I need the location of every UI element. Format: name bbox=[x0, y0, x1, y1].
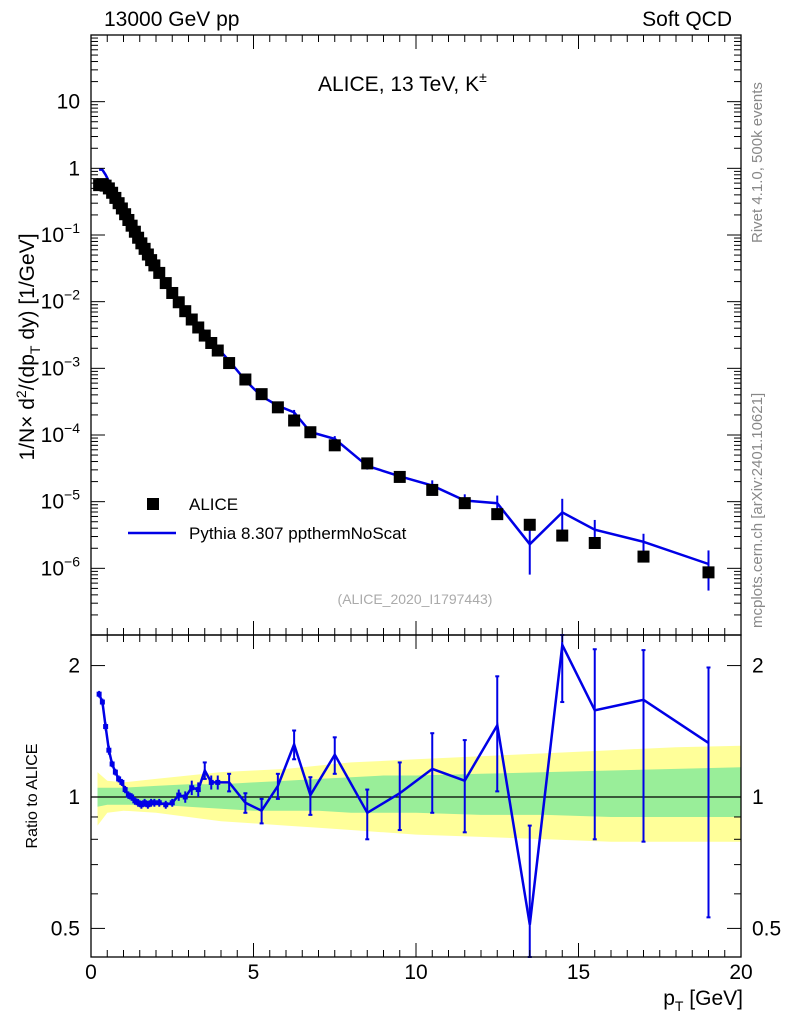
ratio-tick-labels: 0.5 0.51 12 20 5 10 15 20 bbox=[51, 655, 781, 984]
alice-point bbox=[637, 550, 650, 563]
ratio-point bbox=[96, 691, 102, 697]
ratio-plot-content bbox=[91, 634, 741, 958]
alice-point bbox=[393, 470, 406, 483]
alice-point bbox=[166, 286, 179, 299]
main-y-tick-label: 10−2 bbox=[41, 287, 81, 314]
main-title: ALICE, 13 TeV, K± bbox=[318, 69, 487, 96]
legend-label-pythia: Pythia 8.307 ppthermNoScat bbox=[189, 524, 407, 543]
ratio-x-ticks bbox=[90, 635, 742, 957]
main-y-tick-label: 10 bbox=[57, 91, 80, 114]
header-left: 13000 GeV pp bbox=[104, 8, 239, 31]
rivet-label: Rivet 4.1.0, 500k events bbox=[749, 82, 766, 243]
ratio-y-tick-label: 0.5 bbox=[51, 917, 80, 940]
alice-point bbox=[702, 566, 715, 579]
alice-point bbox=[361, 457, 374, 470]
ratio-y-tick-label-right: 2 bbox=[752, 655, 764, 678]
ratio-y-axis-label: Ratio to ALICE bbox=[24, 744, 41, 849]
x-tick-label: 5 bbox=[248, 961, 260, 984]
header-right: Soft QCD bbox=[642, 8, 732, 31]
alice-point bbox=[556, 529, 569, 542]
main-plot-content bbox=[93, 168, 715, 591]
ratio-panel: 0.5 0.51 12 20 5 10 15 20 Ratio to ALICE pT [Ge… bbox=[24, 634, 781, 1014]
x-tick-label: 15 bbox=[567, 961, 590, 984]
legend-marker-alice bbox=[147, 498, 159, 510]
main-y-tick-labels: 10−6 10−5 10−4 10−3 10−2 10−1 1 10 bbox=[41, 91, 81, 581]
ratio-y-tick-label: 1 bbox=[68, 786, 80, 809]
x-tick-label: 10 bbox=[404, 961, 427, 984]
alice-point bbox=[304, 426, 317, 439]
legend: ALICE Pythia 8.307 ppthermNoScat bbox=[128, 495, 407, 543]
x-tick-label: 0 bbox=[85, 961, 97, 984]
alice-point bbox=[588, 536, 601, 549]
main-title-superscript: ± bbox=[479, 69, 487, 85]
main-y-tick-label: 10−6 bbox=[41, 553, 81, 580]
alice-point bbox=[288, 414, 301, 427]
x-axis-label: pT [GeV] bbox=[663, 987, 743, 1014]
alice-point bbox=[328, 439, 341, 452]
alice-point bbox=[223, 357, 236, 370]
main-y-tick-label: 10−1 bbox=[41, 220, 81, 247]
main-y-tick-label: 1 bbox=[68, 157, 80, 180]
main-y-axis-label: 1/N× d2/(dpT dy) [1/GeV] bbox=[13, 233, 43, 460]
main-y-tick-label: 10−5 bbox=[41, 487, 81, 514]
ratio-y-tick-label: 2 bbox=[68, 655, 80, 678]
alice-point bbox=[153, 266, 166, 279]
main-panel: 10−6 10−5 10−4 10−3 10−2 10−1 1 10 ALICE, 13 Te… bbox=[13, 34, 742, 636]
main-y-tick-label: 10−4 bbox=[41, 420, 81, 447]
alice-point bbox=[239, 373, 252, 386]
ratio-y-tick-label-right: 1 bbox=[752, 786, 764, 809]
x-tick-label: 20 bbox=[729, 961, 752, 984]
ratio-y-tick-label-right: 0.5 bbox=[752, 917, 781, 940]
ratio-line bbox=[97, 640, 710, 925]
legend-label-alice: ALICE bbox=[189, 495, 238, 514]
alice-point bbox=[458, 497, 471, 510]
alice-point bbox=[271, 401, 284, 414]
mcplots-label: mcplots.cern.ch [arXiv:2401.10621] bbox=[749, 393, 766, 628]
alice-point bbox=[255, 388, 268, 401]
main-y-tick-label: 10−3 bbox=[41, 353, 81, 380]
alice-point bbox=[426, 483, 439, 496]
ratio-band bbox=[97, 767, 741, 817]
alice-point bbox=[523, 518, 536, 531]
ratio-y-ticks bbox=[91, 665, 741, 929]
main-watermark: (ALICE_2020_I1797443) bbox=[338, 591, 493, 607]
alice-point bbox=[159, 277, 172, 290]
alice-point bbox=[491, 508, 504, 521]
main-x-ticks bbox=[90, 35, 742, 635]
main-y-ticks bbox=[91, 37, 741, 636]
alice-point bbox=[211, 344, 224, 357]
